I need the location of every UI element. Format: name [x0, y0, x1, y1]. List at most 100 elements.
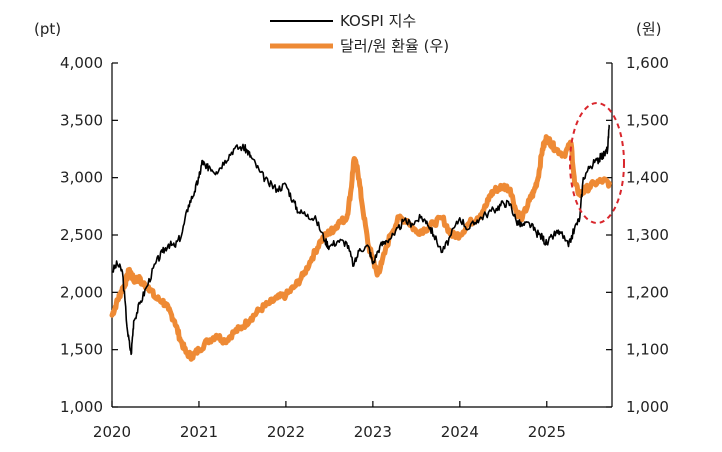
kospi-point	[116, 263, 118, 265]
kospi-point	[307, 214, 309, 216]
kospi-point	[268, 183, 270, 185]
kospi-point	[426, 220, 428, 222]
highlight-ellipse	[569, 102, 625, 224]
kospi-point	[130, 353, 132, 355]
legend-label-fx: 달러/원 환율 (우)	[340, 37, 449, 55]
kospi-point	[162, 251, 164, 253]
usdkrw-point	[424, 228, 426, 230]
left-y-ticks: 4,000 3,500 3,000 2,500 2,000 1,500 1,000	[60, 54, 118, 416]
kospi-point	[607, 148, 609, 150]
usdkrw-point	[320, 240, 322, 242]
usdkrw-point	[198, 349, 200, 351]
kospi-point	[250, 156, 252, 158]
kospi-point	[359, 248, 361, 250]
usdkrw-point	[224, 340, 226, 342]
usdkrw-point	[162, 300, 164, 302]
usdkrw-point	[329, 231, 331, 233]
right-axis-unit: (원)	[636, 20, 662, 38]
usdkrw-point	[537, 177, 539, 179]
usdkrw-point	[353, 160, 355, 162]
kospi-point	[337, 240, 339, 242]
usdkrw-point	[416, 231, 418, 233]
usdkrw-point	[337, 223, 339, 225]
usdkrw-point	[468, 223, 470, 225]
kospi-point	[603, 154, 605, 156]
usdkrw-point	[563, 154, 565, 156]
usdkrw-point	[207, 340, 209, 342]
usdkrw-point	[116, 303, 118, 305]
kospi-point	[298, 211, 300, 213]
kospi-point	[579, 217, 581, 219]
usdkrw-point	[133, 280, 135, 282]
x-tick-label: 2025	[528, 423, 566, 441]
usdkrw-point	[124, 283, 126, 285]
kospi-point	[496, 208, 498, 210]
right-y-ticks: 1,600 1,500 1,400 1,300 1,200 1,100 1,000	[606, 54, 669, 416]
kospi-point	[353, 265, 355, 267]
usdkrw-point	[250, 317, 252, 319]
kospi-point	[155, 263, 157, 265]
usdkrw-point	[294, 286, 296, 288]
left-tick-label: 1,000	[60, 398, 103, 416]
left-tick-label: 1,500	[60, 341, 103, 359]
kospi-point	[516, 220, 518, 222]
usdkrw-point	[350, 188, 352, 190]
kospi-point	[485, 214, 487, 216]
x-tick-label: 2024	[441, 423, 479, 441]
usdkrw-point	[546, 137, 548, 139]
usdkrw-point	[574, 183, 576, 185]
usdkrw-point	[433, 223, 435, 225]
usdkrw-point	[542, 148, 544, 150]
kospi-point	[246, 149, 248, 151]
usdkrw-point	[516, 211, 518, 213]
kospi-point	[553, 234, 555, 236]
usdkrw-point	[233, 332, 235, 334]
left-tick-label: 4,000	[60, 54, 103, 72]
kospi-point	[133, 320, 135, 322]
usdkrw-point	[376, 274, 378, 276]
kospi-point	[379, 246, 381, 248]
usdkrw-point	[603, 180, 605, 182]
right-tick-label: 1,600	[626, 54, 669, 72]
usdkrw-point	[503, 185, 505, 187]
kospi-point	[468, 228, 470, 230]
usdkrw-point	[137, 277, 139, 279]
right-tick-label: 1,200	[626, 283, 669, 301]
kospi-point	[259, 171, 261, 173]
usdkrw-point	[155, 297, 157, 299]
usdkrw-point	[179, 337, 181, 339]
kospi-point	[209, 165, 211, 167]
usdkrw-point	[442, 217, 444, 219]
right-tick-label: 1,100	[626, 341, 669, 359]
kospi-point	[522, 225, 524, 227]
usdkrw-point	[356, 165, 358, 167]
usdkrw-point	[529, 200, 531, 202]
usdkrw-point	[594, 183, 596, 185]
kospi-point	[242, 146, 244, 148]
legend-label-kospi: KOSPI 지수	[340, 12, 416, 30]
usdkrw-point	[346, 217, 348, 219]
usdkrw-point	[450, 234, 452, 236]
usdkrw-point	[120, 292, 122, 294]
kospi-point	[346, 242, 348, 244]
kospi-point	[394, 234, 396, 236]
series-line-kospi	[111, 124, 611, 356]
kospi-point	[168, 243, 170, 245]
kospi-point	[127, 332, 129, 334]
kospi-point	[420, 217, 422, 219]
kospi-point	[198, 177, 200, 179]
kospi-point	[503, 202, 505, 204]
left-tick-label: 2,500	[60, 226, 103, 244]
kospi-point	[600, 156, 602, 158]
usdkrw-point	[259, 309, 261, 311]
legend: KOSPI 지수 달러/원 환율 (우)	[270, 12, 449, 55]
kospi-point	[385, 240, 387, 242]
usdkrw-point	[570, 142, 572, 144]
usdkrw-point	[533, 191, 535, 193]
kospi-point	[459, 217, 461, 219]
usdkrw-point	[555, 148, 557, 150]
usdkrw-point	[489, 194, 491, 196]
kospi-point	[329, 246, 331, 248]
x-tick-label: 2020	[93, 423, 131, 441]
